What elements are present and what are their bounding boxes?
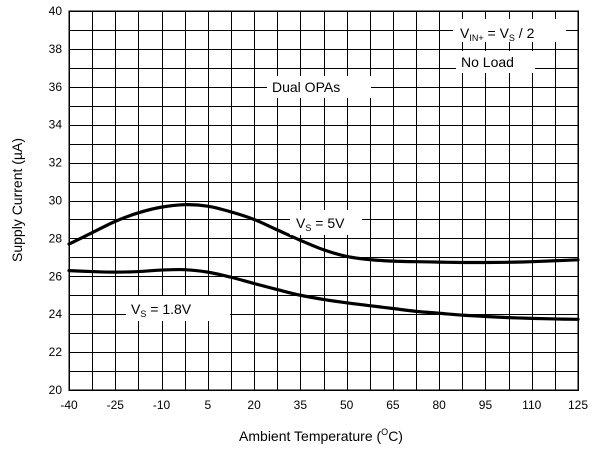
x-tick-label: 95 (479, 398, 493, 412)
plot-frame (68, 10, 579, 391)
y-tick-label: 24 (49, 307, 63, 321)
x-tick-label: 65 (386, 398, 400, 412)
x-tick-label: 50 (340, 398, 354, 412)
x-tick-label: -25 (107, 398, 125, 412)
y-tick-label: 34 (49, 118, 63, 132)
x-tick-label: 20 (247, 398, 261, 412)
dual-opas-label: Dual OPAs (272, 79, 340, 95)
y-axis-label: Supply Current (µA) (9, 138, 25, 262)
y-tick-label: 22 (49, 345, 63, 359)
x-axis-label: Ambient Temperature (OC) (239, 427, 403, 444)
y-tick-label: 30 (49, 194, 63, 208)
y-tick-label: 38 (49, 42, 63, 56)
x-tick-label: 110 (522, 398, 541, 412)
no-load-label: No Load (461, 54, 514, 70)
grid (68, 10, 579, 391)
y-tick-label: 28 (49, 231, 63, 245)
y-tick-label: 32 (49, 156, 63, 170)
series-line-vs-5v (67, 203, 580, 265)
x-tick-label: -10 (153, 398, 171, 412)
x-tick-label: 125 (568, 398, 588, 412)
x-tick-label: -40 (60, 398, 78, 412)
x-tick-label: 80 (433, 398, 447, 412)
x-tick-label: 35 (294, 398, 308, 412)
series-label-5v: VS = 5V (296, 215, 345, 233)
y-tick-label: 20 (49, 383, 63, 397)
series-label-5v-background (290, 210, 362, 235)
annotations: VIN+ = VS / 2 No Load Dual OPAs VS = 5V … (126, 19, 566, 321)
tick-labels: -40 -25 -10 5 20 35 50 65 80 95 110 125 20 22 24 26 28 30… (49, 4, 589, 412)
y-tick-label: 26 (49, 269, 63, 283)
y-tick-label: 40 (49, 4, 63, 18)
series-line-vs-1-8v (67, 267, 580, 321)
condition-label: VIN+ = VS / 2 (460, 25, 535, 43)
series-label-1-8v-background (126, 296, 230, 321)
x-tick-label: 5 (204, 398, 211, 412)
condition-label-background (453, 19, 566, 42)
no-load-label-background (456, 51, 535, 73)
y-tick-label: 36 (49, 80, 63, 94)
dual-opas-label-background (267, 76, 371, 98)
data-curves (67, 203, 580, 321)
series-label-1-8v: VS = 1.8V (131, 301, 192, 319)
